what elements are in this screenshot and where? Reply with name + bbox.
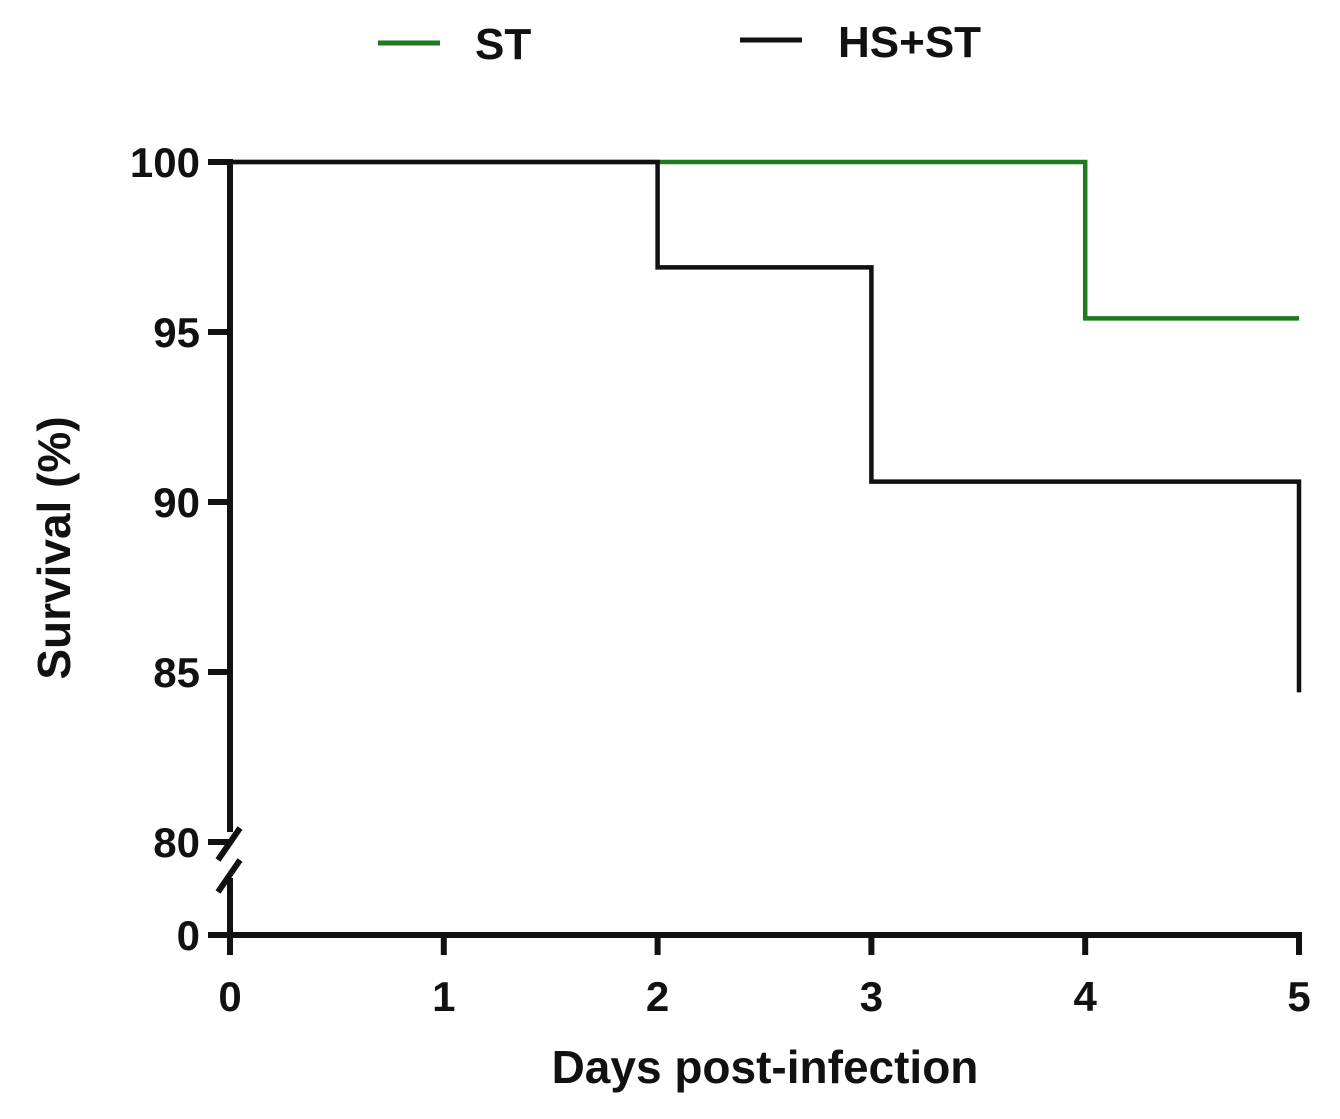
- y-tick-label: 95: [153, 309, 200, 356]
- y-tick-label: 0: [177, 912, 200, 959]
- legend: ST HS+ST: [378, 18, 981, 69]
- x-tick-label: 5: [1287, 973, 1310, 1020]
- legend-label-hs-st: HS+ST: [838, 18, 981, 67]
- y-tick-label: 80: [153, 819, 200, 866]
- series-line-hs-st: [230, 159, 1302, 693]
- axes: 0 1 2 3 4 5 100 95 90 85 80 0: [130, 139, 1311, 1020]
- x-tick-label: 0: [218, 973, 241, 1020]
- x-axis-title: Days post-infection: [552, 1041, 979, 1093]
- y-axis-break-mark-lower: [215, 858, 243, 894]
- y-tick-label: 85: [153, 649, 200, 696]
- y-tick-label: 90: [153, 479, 200, 526]
- y-tick-label: 100: [130, 139, 200, 186]
- x-tick-label: 4: [1074, 973, 1098, 1020]
- series-line-st: [230, 159, 1299, 321]
- legend-label-st: ST: [475, 20, 531, 69]
- x-tick-label: 3: [860, 973, 883, 1020]
- x-tick-label: 1: [432, 973, 455, 1020]
- x-tick-label: 2: [646, 973, 669, 1020]
- y-axis-title: Survival (%): [28, 416, 80, 679]
- series-layer: [230, 159, 1302, 693]
